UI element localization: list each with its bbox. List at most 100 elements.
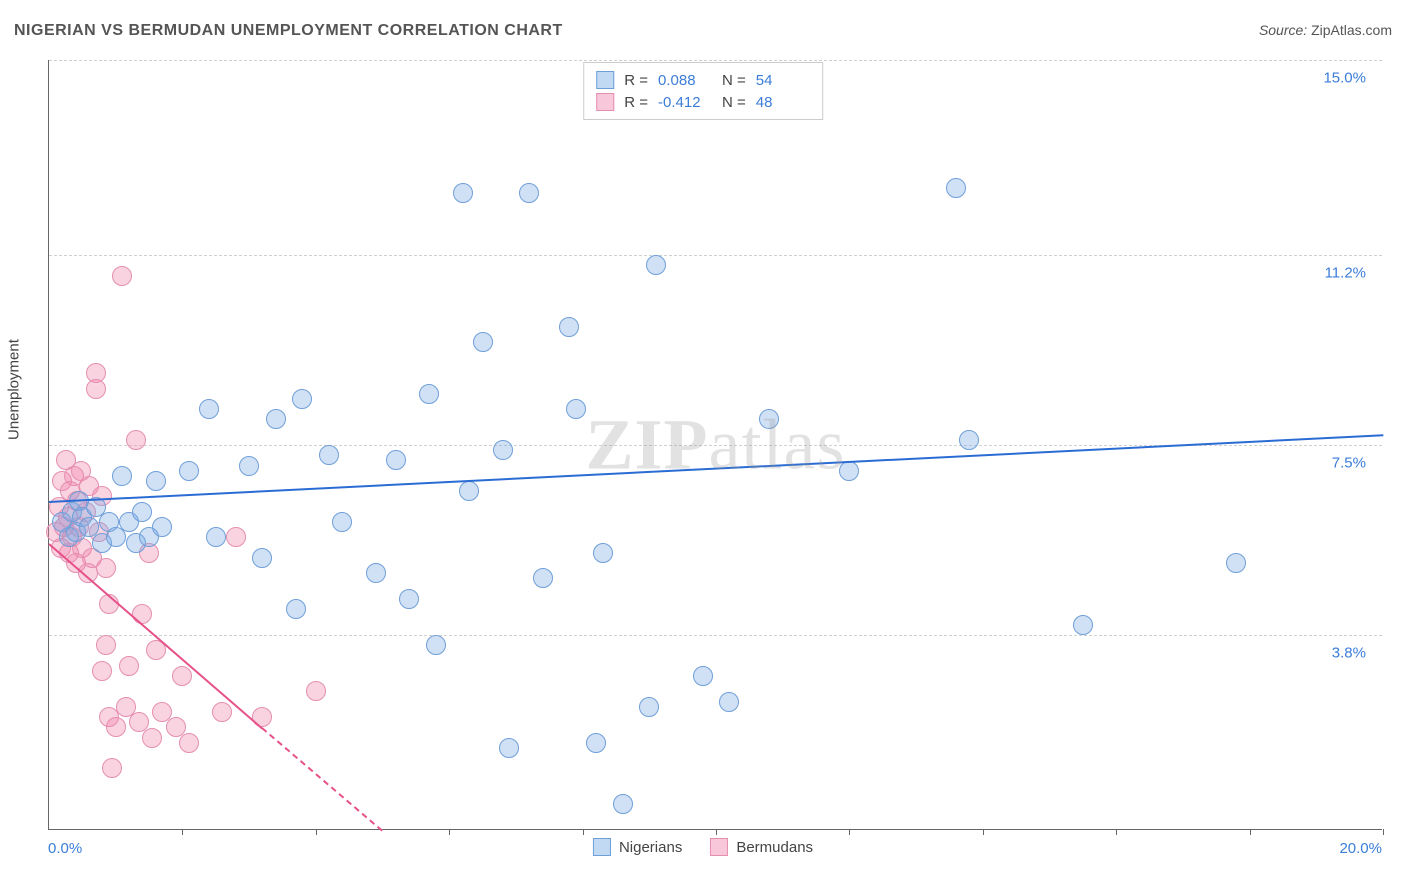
bermudans-point [126, 430, 146, 450]
x-tick [1383, 829, 1384, 835]
legend-swatch [710, 838, 728, 856]
bermudans-point [102, 758, 122, 778]
legend-swatch [596, 71, 614, 89]
legend-stats-row: R = 0.088 N = 54 [596, 69, 810, 91]
legend-swatch [593, 838, 611, 856]
nigerians-point [386, 450, 406, 470]
nigerians-point [593, 543, 613, 563]
legend-series: Nigerians Bermudans [593, 838, 813, 856]
nigerians-point [199, 399, 219, 419]
legend-series-label: Bermudans [736, 839, 813, 856]
legend-stats-row: R =-0.412N =48 [596, 91, 810, 113]
nigerians-point [946, 178, 966, 198]
y-tick-label: 7.5% [1328, 455, 1370, 472]
legend-r-value: 0.088 [658, 72, 712, 89]
nigerians-point [586, 733, 606, 753]
nigerians-point [839, 461, 859, 481]
bermudans-trend-line-dashed [262, 728, 383, 832]
x-tick [449, 829, 450, 835]
bermudans-point [96, 558, 116, 578]
nigerians-point [613, 794, 633, 814]
legend-swatch [596, 93, 614, 111]
grid-line [49, 635, 1382, 636]
bermudans-point [179, 733, 199, 753]
x-tick [983, 829, 984, 835]
y-tick-label: 11.2% [1321, 265, 1370, 282]
x-tick [716, 829, 717, 835]
nigerians-point [1226, 553, 1246, 573]
nigerians-point [719, 692, 739, 712]
x-axis-max-label: 20.0% [1339, 840, 1382, 857]
nigerians-point [179, 461, 199, 481]
legend-series-label: Nigerians [619, 839, 682, 856]
bermudans-trend-line [48, 543, 263, 729]
legend-series-item: Nigerians [593, 838, 682, 856]
nigerians-point [366, 563, 386, 583]
nigerians-point [759, 409, 779, 429]
bermudans-point [132, 604, 152, 624]
nigerians-point [1073, 615, 1093, 635]
nigerians-point [146, 471, 166, 491]
bermudans-point [172, 666, 192, 686]
nigerians-point [533, 568, 553, 588]
x-tick [1116, 829, 1117, 835]
bermudans-point [306, 681, 326, 701]
nigerians-point [473, 332, 493, 352]
legend-n-label: N = [722, 94, 746, 111]
nigerians-point [519, 183, 539, 203]
nigerians-point [332, 512, 352, 532]
bermudans-point [226, 527, 246, 547]
nigerians-point [566, 399, 586, 419]
y-tick-label: 3.8% [1328, 644, 1370, 661]
legend-n-label: N = [722, 72, 746, 89]
x-tick [1250, 829, 1251, 835]
source-attribution: Source: ZipAtlas.com [1259, 22, 1392, 38]
nigerians-point [693, 666, 713, 686]
legend-n-value: 48 [756, 94, 810, 111]
chart-container: { "title": "NIGERIAN VS BERMUDAN UNEMPLO… [0, 0, 1406, 892]
y-axis-title: Unemployment [6, 339, 23, 440]
x-tick [316, 829, 317, 835]
nigerians-point [453, 183, 473, 203]
grid-line [49, 60, 1382, 61]
nigerians-point [319, 445, 339, 465]
nigerians-point [292, 389, 312, 409]
x-tick [849, 829, 850, 835]
plot-area: ZIPatlas 3.8%7.5%11.2%15.0% [48, 60, 1382, 830]
nigerians-point [132, 502, 152, 522]
bermudans-point [112, 266, 132, 286]
chart-title: NIGERIAN VS BERMUDAN UNEMPLOYMENT CORREL… [14, 22, 563, 40]
nigerians-point [252, 548, 272, 568]
nigerians-point [152, 517, 172, 537]
nigerians-point [206, 527, 226, 547]
nigerians-point [239, 456, 259, 476]
legend-stats: R = 0.088 N = 54R = -0.412 N = 48 [583, 62, 823, 120]
nigerians-point [559, 317, 579, 337]
nigerians-point [493, 440, 513, 460]
nigerians-point [959, 430, 979, 450]
legend-series-item: Bermudans [710, 838, 813, 856]
nigerians-point [266, 409, 286, 429]
source-label: Source: [1259, 22, 1307, 38]
nigerians-point [646, 255, 666, 275]
legend-n-value: 54 [756, 72, 810, 89]
grid-line [49, 255, 1382, 256]
bermudans-point [119, 656, 139, 676]
nigerians-point [459, 481, 479, 501]
nigerians-point [499, 738, 519, 758]
bermudans-point [212, 702, 232, 722]
bermudans-point [92, 661, 112, 681]
nigerians-point [112, 466, 132, 486]
nigerians-point [399, 589, 419, 609]
nigerians-point [286, 599, 306, 619]
legend-r-label: R = [624, 72, 648, 89]
x-tick [583, 829, 584, 835]
nigerians-point [419, 384, 439, 404]
x-axis-min-label: 0.0% [48, 840, 82, 857]
legend-r-value: -0.412 [658, 94, 712, 111]
nigerians-point [426, 635, 446, 655]
nigerians-point [639, 697, 659, 717]
x-tick [182, 829, 183, 835]
bermudans-point [106, 717, 126, 737]
source-value: ZipAtlas.com [1311, 22, 1392, 38]
